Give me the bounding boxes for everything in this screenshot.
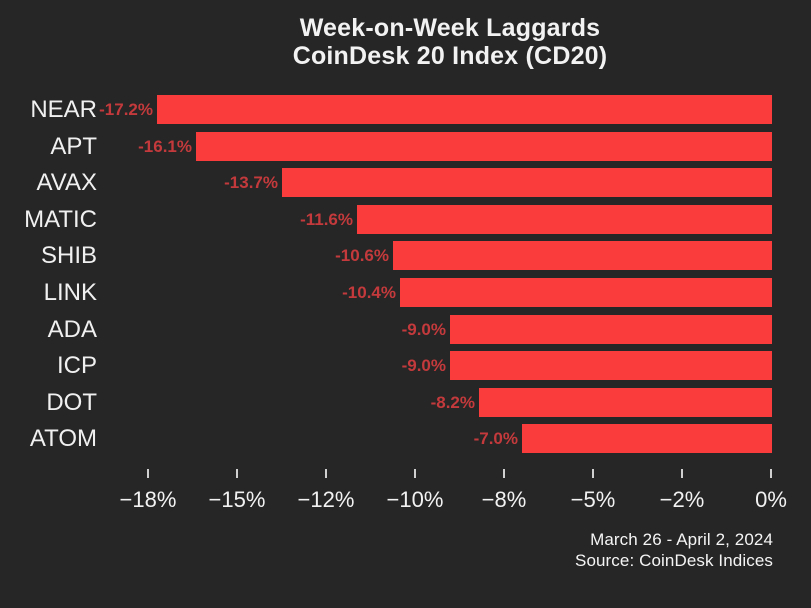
x-tick-label: −18% bbox=[119, 487, 177, 512]
bar bbox=[196, 132, 772, 161]
x-tick-label: −12% bbox=[297, 487, 355, 512]
category-label: SHIB bbox=[40, 242, 97, 269]
bar-value-label: -8.2% bbox=[430, 393, 475, 412]
bar-value-label: -17.2% bbox=[99, 100, 153, 119]
bar-value-label: -7.0% bbox=[473, 429, 518, 448]
x-tick-mark bbox=[503, 469, 505, 478]
category-label: LINK bbox=[43, 279, 97, 306]
x-tick-label: 0% bbox=[755, 487, 787, 512]
bar bbox=[393, 241, 772, 270]
x-tick-label: −2% bbox=[659, 487, 705, 512]
x-tick-mark bbox=[325, 469, 327, 478]
category-label: MATIC bbox=[24, 206, 97, 233]
footer-date-range: March 26 - April 2, 2024 bbox=[590, 530, 773, 549]
x-tick-label: −5% bbox=[570, 487, 616, 512]
category-label: ICP bbox=[56, 352, 97, 379]
x-tick-mark bbox=[770, 469, 772, 478]
bar-value-label: -10.6% bbox=[335, 246, 389, 265]
bar-value-label: -9.0% bbox=[401, 320, 446, 339]
bar bbox=[357, 205, 772, 234]
category-label: NEAR bbox=[30, 96, 97, 123]
bar bbox=[282, 168, 772, 197]
category-label: ADA bbox=[47, 316, 97, 343]
x-tick-label: −10% bbox=[386, 487, 444, 512]
x-tick-mark bbox=[592, 469, 594, 478]
chart-subtitle: CoinDesk 20 Index (CD20) bbox=[292, 42, 608, 70]
bar-value-label: -9.0% bbox=[401, 356, 446, 375]
footer-source: Source: CoinDesk Indices bbox=[575, 551, 773, 570]
bar bbox=[400, 278, 772, 307]
chart-title: Week-on-Week Laggards bbox=[299, 14, 601, 42]
bar bbox=[450, 351, 772, 380]
category-label: DOT bbox=[46, 389, 97, 416]
bar bbox=[522, 424, 772, 453]
x-tick-label: −15% bbox=[208, 487, 266, 512]
bar bbox=[479, 388, 772, 417]
bar-value-label: -11.6% bbox=[300, 210, 353, 229]
bar-value-label: -10.4% bbox=[342, 283, 396, 302]
category-label: APT bbox=[50, 133, 97, 160]
bar-value-label: -16.1% bbox=[138, 137, 192, 156]
bar bbox=[157, 95, 772, 124]
x-tick-mark bbox=[681, 469, 683, 478]
x-tick-label: −8% bbox=[481, 487, 527, 512]
x-tick-mark bbox=[414, 469, 416, 478]
category-label: AVAX bbox=[36, 169, 97, 196]
bar bbox=[450, 315, 772, 344]
bar-value-label: -13.7% bbox=[224, 173, 278, 192]
title-block: Week-on-Week Laggards CoinDesk 20 Index … bbox=[89, 14, 811, 70]
x-tick-mark bbox=[236, 469, 238, 478]
footer: March 26 - April 2, 2024 Source: CoinDes… bbox=[373, 529, 773, 571]
category-label: ATOM bbox=[29, 425, 97, 452]
x-tick-mark bbox=[147, 469, 149, 478]
